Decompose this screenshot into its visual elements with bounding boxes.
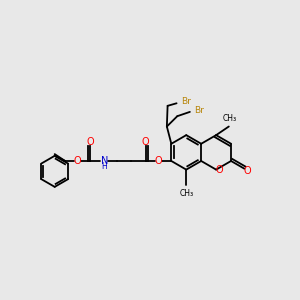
Text: N: N <box>100 156 108 166</box>
Text: O: O <box>244 166 252 176</box>
Text: Br: Br <box>181 97 191 106</box>
Text: O: O <box>86 137 94 148</box>
Text: CH₃: CH₃ <box>179 189 193 198</box>
Text: CH₃: CH₃ <box>222 114 236 123</box>
Text: O: O <box>142 137 149 148</box>
Text: H: H <box>102 162 107 171</box>
Text: O: O <box>215 165 223 175</box>
Text: O: O <box>74 156 81 166</box>
Text: O: O <box>154 156 162 166</box>
Text: Br: Br <box>194 106 204 115</box>
